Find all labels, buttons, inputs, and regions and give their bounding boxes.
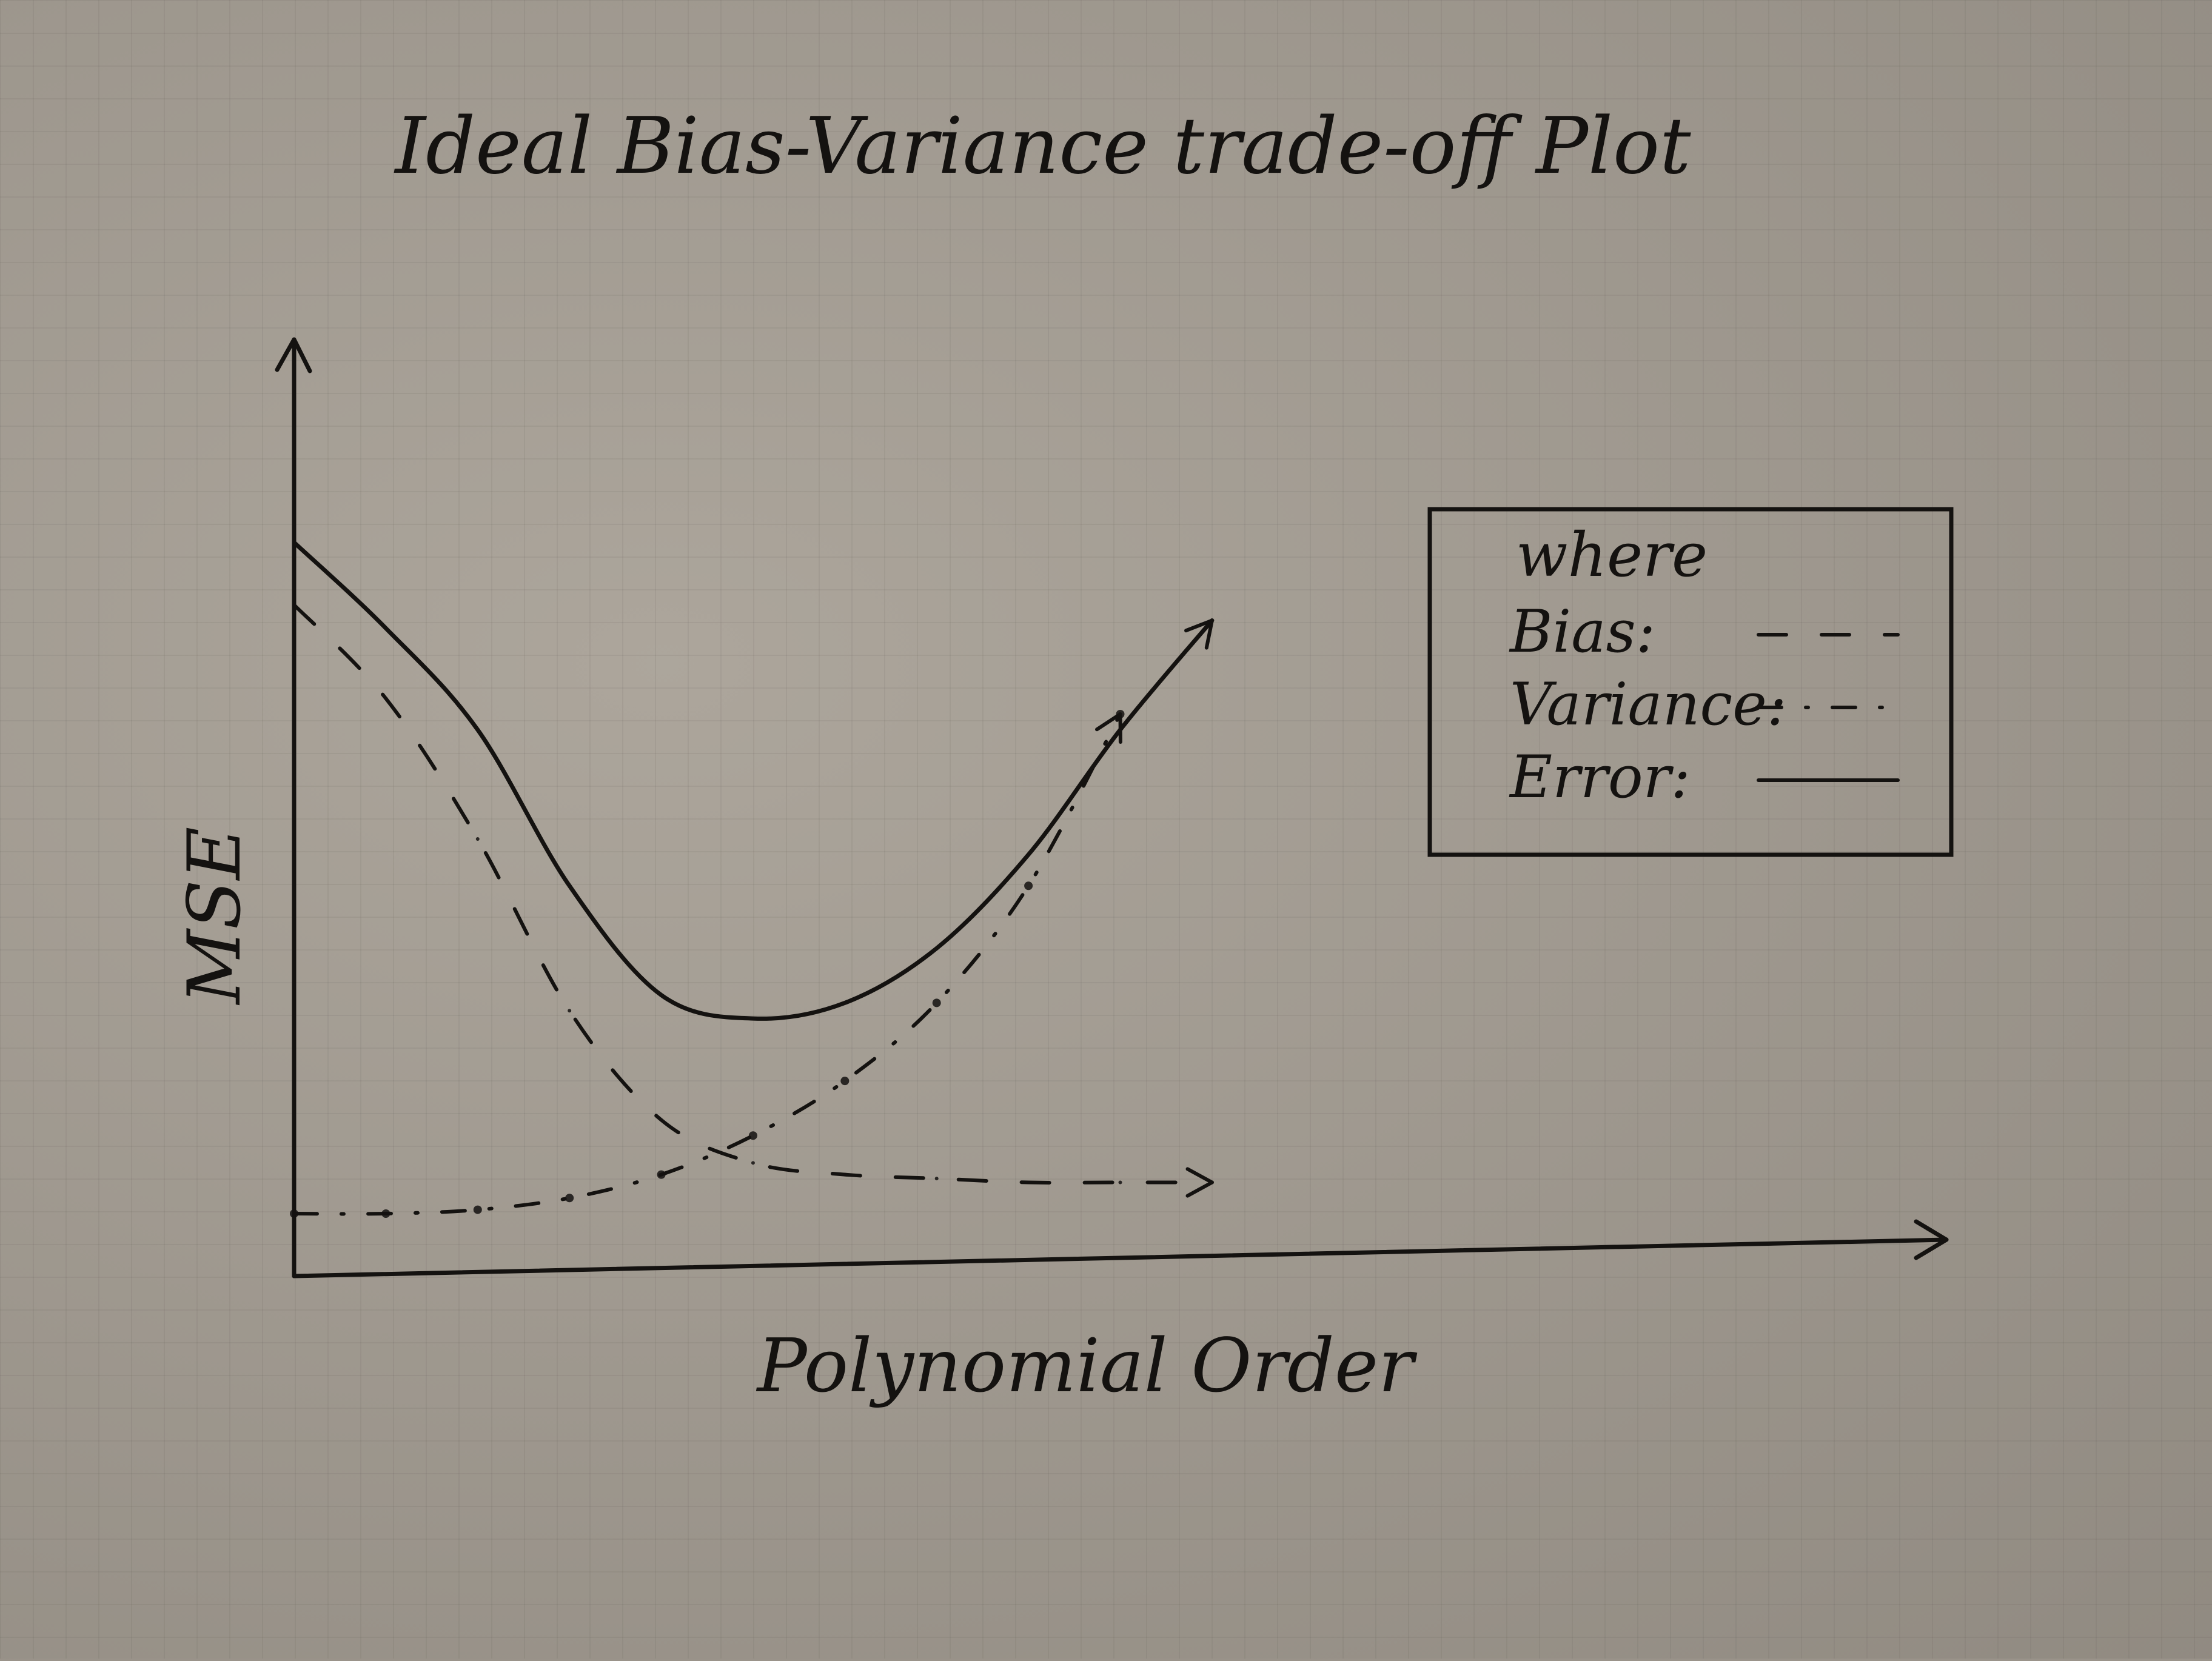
chart-title: Ideal Bias-Variance trade-off Plot [394,101,1692,192]
bias-point [568,1009,572,1013]
variance-point [932,998,941,1008]
variance-point [473,1205,482,1214]
bias-point [934,1177,939,1181]
bias-point [1027,1180,1031,1185]
error-point [843,1001,846,1004]
error-point [1027,853,1030,857]
bias-point [292,603,296,607]
series-variance [290,710,1125,1218]
x-axis-arrowhead [1914,1219,1949,1260]
variance-point [381,1209,390,1218]
variance-point [565,1194,574,1203]
error-point [660,994,663,997]
bias-point [384,697,388,701]
error-point [476,728,480,732]
variance-point [1024,881,1033,891]
variance-point [657,1170,666,1179]
x-axis-label: Polynomial Order [756,1323,1418,1409]
legend: where Bias:Variance:Error: [1427,507,1954,857]
legend-entries: Bias:Variance:Error: [1509,598,1900,811]
error-point [384,626,387,630]
bias-point [1118,1180,1122,1185]
axes [275,337,1949,1278]
bias-line [292,603,1214,1185]
legend-box [1427,507,1954,857]
series-bias [292,603,1214,1198]
legend-heading: where [1516,520,1708,590]
error-point [1119,728,1122,732]
variance-point [290,1209,298,1218]
series-error [292,540,1215,1021]
error-point [751,1017,755,1020]
bias-point [751,1161,755,1165]
error-point [292,541,296,544]
legend-label-variance: Variance: [1510,670,1786,738]
variance-arrowhead [1095,712,1122,744]
bias-arrowhead [1185,1167,1214,1198]
y-axis-label: MSE [173,827,257,1006]
bias-point [475,837,480,841]
y-axis-arrowhead [275,337,312,373]
error-point [568,884,571,887]
bias-point [843,1172,847,1177]
error-arrowhead [1184,618,1214,650]
x-axis-line [292,1237,1949,1278]
series-layer [290,540,1215,1218]
variance-point [840,1077,850,1086]
legend-label-bias: Bias: [1509,598,1655,666]
legend-label-error: Error: [1509,743,1691,811]
variance-point [748,1131,757,1140]
bias-point [659,1118,663,1122]
error-point [935,946,939,950]
variance-line [292,712,1122,1216]
error-line [292,540,1215,1021]
